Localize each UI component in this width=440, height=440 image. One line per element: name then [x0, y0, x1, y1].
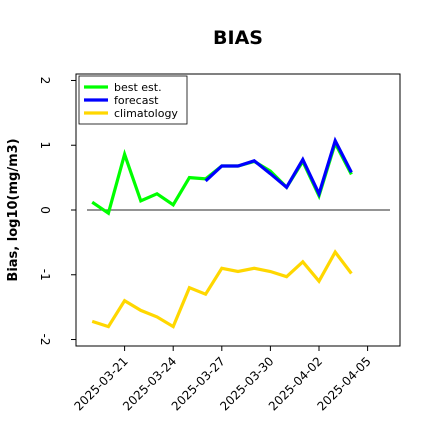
y-axis-label: Bias, log10(mg/m3) — [6, 138, 21, 281]
chart-title: BIAS — [213, 27, 263, 49]
y-tick-label: 1 — [38, 141, 52, 149]
x-axis-ticks: 2025-03-212025-03-242025-03-272025-03-30… — [72, 346, 374, 413]
series-lines — [91, 136, 353, 329]
legend-label: forecast — [114, 94, 159, 107]
y-tick-label: 0 — [38, 206, 52, 214]
y-tick-label: -1 — [38, 269, 52, 281]
legend-label: best est. — [114, 81, 162, 94]
y-tick-label: 2 — [38, 77, 52, 85]
y-axis-ticks: -2 -1 0 1 2 — [38, 77, 76, 346]
legend-label: climatology — [114, 107, 178, 120]
series-line-forecast — [204, 136, 353, 199]
series-line-climatology — [91, 249, 353, 329]
y-tick-label: -2 — [38, 334, 52, 346]
